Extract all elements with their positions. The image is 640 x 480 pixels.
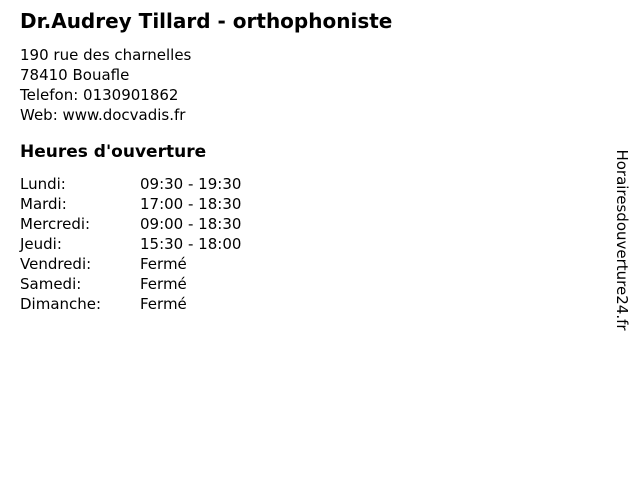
day-label: Vendredi:	[20, 255, 92, 273]
address-street: 190 rue des charnelles	[20, 46, 192, 64]
day-label: Dimanche:	[20, 295, 102, 313]
watermark-vertical-text: Horairesdouverture24.fr	[613, 149, 631, 331]
hours-row-saturday: Samedi: Fermé	[20, 274, 241, 294]
opening-hours-table: Lundi: 09:30 - 19:30 Mardi: 17:00 - 18:3…	[20, 174, 241, 314]
hours-row-friday: Vendredi: Fermé	[20, 254, 241, 274]
day-label: Mercredi:	[20, 215, 91, 233]
hours-row-tuesday: Mardi: 17:00 - 18:30	[20, 194, 241, 214]
time-value: Fermé	[140, 295, 187, 313]
time-value: 15:30 - 18:00	[140, 235, 242, 253]
time-value: Fermé	[140, 255, 187, 273]
hours-row-monday: Lundi: 09:30 - 19:30	[20, 174, 241, 194]
opening-hours-heading: Heures d'ouverture	[20, 142, 207, 162]
hours-row-sunday: Dimanche: Fermé	[20, 294, 241, 314]
website-url: Web: www.docvadis.fr	[20, 106, 186, 124]
day-label: Jeudi:	[20, 235, 62, 253]
address-city: 78410 Bouafle	[20, 66, 130, 84]
contact-block: 190 rue des charnelles 78410 Bouafle Tel…	[20, 45, 191, 125]
time-value: 17:00 - 18:30	[140, 195, 242, 213]
hours-row-thursday: Jeudi: 15:30 - 18:00	[20, 234, 241, 254]
day-label: Mardi:	[20, 195, 67, 213]
time-value: 09:30 - 19:30	[140, 175, 242, 193]
phone-number: Telefon: 0130901862	[20, 86, 179, 104]
time-value: Fermé	[140, 275, 187, 293]
page-title: Dr.Audrey Tillard - orthophoniste	[20, 9, 393, 33]
hours-row-wednesday: Mercredi: 09:00 - 18:30	[20, 214, 241, 234]
time-value: 09:00 - 18:30	[140, 215, 242, 233]
day-label: Lundi:	[20, 175, 66, 193]
day-label: Samedi:	[20, 275, 82, 293]
